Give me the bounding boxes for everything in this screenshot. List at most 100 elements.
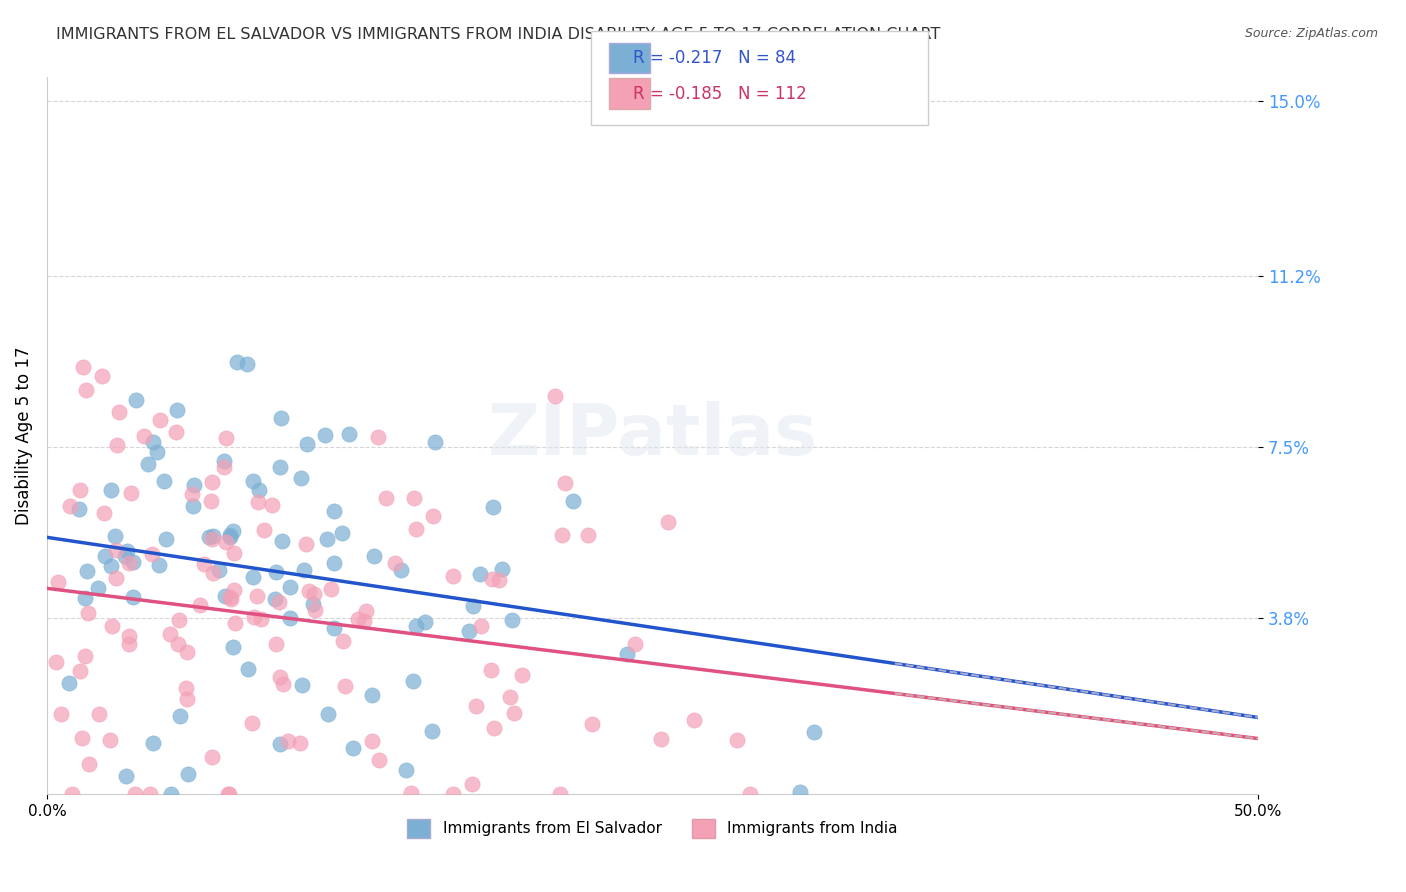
Immigrants from India (217, 787, 239, 801)
Immigrants from El Salvador (125, 393, 148, 408)
Immigrants from El Salvador (616, 647, 638, 661)
Immigrants from India (482, 722, 505, 736)
Immigrants from India (738, 787, 761, 801)
Immigrants from India (510, 668, 533, 682)
Immigrants from El Salvador (114, 769, 136, 783)
Immigrants from India (72, 360, 94, 375)
Immigrants from India (124, 787, 146, 801)
Immigrants from India (193, 557, 215, 571)
Immigrants from India (481, 572, 503, 586)
Immigrants from India (247, 494, 270, 508)
Immigrants from India (70, 731, 93, 745)
Immigrants from El Salvador (323, 621, 346, 635)
Immigrants from El Salvador (422, 723, 444, 738)
Immigrants from El Salvador (122, 591, 145, 605)
Immigrants from El Salvador (242, 569, 264, 583)
Immigrants from India (59, 499, 82, 513)
Immigrants from India (243, 610, 266, 624)
Immigrants from El Salvador (238, 662, 260, 676)
Immigrants from India (218, 787, 240, 801)
Immigrants from El Salvador (142, 434, 165, 449)
Immigrants from India (544, 389, 567, 403)
Immigrants from India (77, 606, 100, 620)
Immigrants from El Salvador (114, 549, 136, 564)
Immigrants from India (367, 753, 389, 767)
Immigrants from El Salvador (389, 563, 412, 577)
Immigrants from India (253, 523, 276, 537)
Immigrants from El Salvador (93, 549, 115, 563)
Immigrants from El Salvador (264, 592, 287, 607)
Immigrants from El Salvador (316, 532, 339, 546)
Immigrants from El Salvador (117, 543, 139, 558)
Immigrants from India (104, 542, 127, 557)
Immigrants from India (176, 692, 198, 706)
Immigrants from El Salvador (789, 785, 811, 799)
Immigrants from India (295, 537, 318, 551)
Text: R = -0.185   N = 112: R = -0.185 N = 112 (633, 85, 807, 103)
Immigrants from India (290, 736, 312, 750)
Immigrants from India (149, 413, 172, 427)
Immigrants from El Salvador (395, 764, 418, 778)
Immigrants from India (551, 528, 574, 542)
Immigrants from India (214, 460, 236, 475)
Immigrants from India (332, 634, 354, 648)
Text: R = -0.217   N = 84: R = -0.217 N = 84 (619, 49, 792, 67)
Immigrants from El Salvador (73, 591, 96, 606)
Immigrants from India (260, 498, 283, 512)
Immigrants from El Salvador (212, 454, 235, 468)
Immigrants from El Salvador (169, 709, 191, 723)
Immigrants from India (224, 546, 246, 560)
Immigrants from India (499, 690, 522, 704)
Immigrants from India (224, 583, 246, 598)
Immigrants from El Salvador (402, 674, 425, 689)
Immigrants from India (576, 527, 599, 541)
Immigrants from El Salvador (222, 640, 245, 655)
Immigrants from El Salvador (67, 502, 90, 516)
Immigrants from India (360, 734, 382, 748)
Immigrants from El Salvador (242, 474, 264, 488)
Immigrants from India (214, 535, 236, 549)
Immigrants from El Salvador (280, 580, 302, 594)
Immigrants from El Salvador (269, 459, 291, 474)
Immigrants from El Salvador (219, 530, 242, 544)
Immigrants from India (682, 714, 704, 728)
Immigrants from India (201, 750, 224, 764)
Immigrants from India (367, 429, 389, 443)
Immigrants from India (118, 557, 141, 571)
Immigrants from India (165, 425, 187, 439)
Immigrants from India (141, 548, 163, 562)
Immigrants from India (87, 707, 110, 722)
Immigrants from India (246, 589, 269, 603)
Immigrants from India (250, 612, 273, 626)
Text: Source: ZipAtlas.com: Source: ZipAtlas.com (1244, 27, 1378, 40)
Immigrants from India (201, 566, 224, 581)
Immigrants from El Salvador (87, 581, 110, 595)
Immigrants from El Salvador (302, 597, 325, 611)
Immigrants from El Salvador (152, 474, 174, 488)
Immigrants from India (502, 706, 524, 721)
Immigrants from India (353, 614, 375, 628)
Immigrants from El Salvador (76, 564, 98, 578)
Immigrants from El Salvador (316, 706, 339, 721)
Immigrants from India (464, 699, 486, 714)
Immigrants from India (60, 787, 83, 801)
Immigrants from India (166, 637, 188, 651)
Immigrants from El Salvador (270, 534, 292, 549)
Immigrants from India (75, 648, 97, 663)
Immigrants from El Salvador (413, 615, 436, 630)
Immigrants from India (104, 571, 127, 585)
Immigrants from India (45, 655, 67, 669)
Immigrants from El Salvador (458, 624, 481, 639)
Immigrants from El Salvador (423, 435, 446, 450)
Immigrants from El Salvador (297, 436, 319, 450)
Immigrants from El Salvador (562, 494, 585, 508)
Immigrants from El Salvador (122, 555, 145, 569)
Immigrants from El Salvador (225, 354, 247, 368)
Immigrants from El Salvador (491, 562, 513, 576)
Immigrants from El Salvador (148, 558, 170, 572)
Immigrants from El Salvador (405, 619, 427, 633)
Immigrants from India (139, 787, 162, 801)
Immigrants from India (273, 677, 295, 691)
Text: R = -0.217   N = 84: R = -0.217 N = 84 (633, 49, 796, 67)
Immigrants from India (264, 637, 287, 651)
